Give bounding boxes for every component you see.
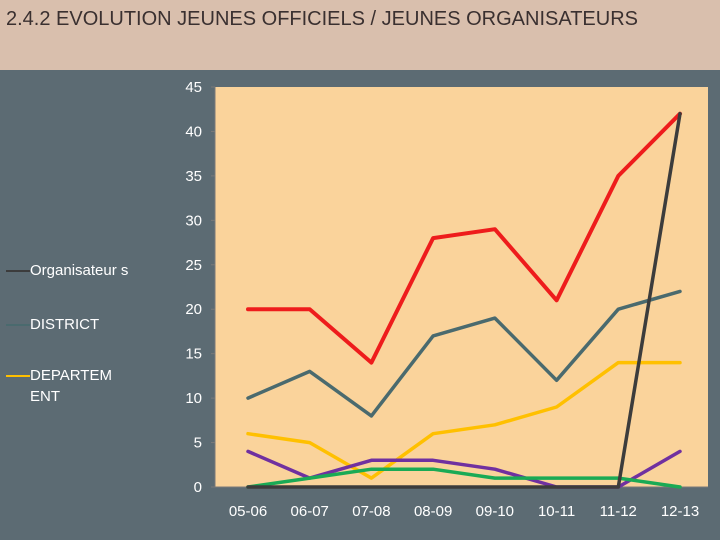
x-tick-label: 06-07 bbox=[291, 503, 329, 520]
y-tick-label: 5 bbox=[194, 435, 202, 452]
y-tick-label: 0 bbox=[194, 479, 202, 496]
slide-body: 0 5 10 15 20 25 30 35 40 45 05-06 06-07 07-08 08-09 09… bbox=[0, 70, 720, 540]
y-tick-label: 25 bbox=[185, 257, 202, 274]
series-line-4 bbox=[246, 467, 682, 489]
y-tick-label: 15 bbox=[185, 346, 202, 363]
x-tick-label: 09-10 bbox=[476, 503, 514, 520]
x-tick-label: 08-09 bbox=[414, 503, 452, 520]
x-tick-label: 05-06 bbox=[229, 503, 267, 520]
x-tick-label: 12-13 bbox=[661, 503, 699, 520]
y-tick-label: 35 bbox=[185, 168, 202, 185]
line-chart: 0 5 10 15 20 25 30 35 40 45 05-06 06-07 07-08 08-09 09… bbox=[185, 79, 708, 520]
legend-swatch-district bbox=[6, 324, 30, 326]
title-bar: 2.4.2 EVOLUTION JEUNES OFFICIELS / JEUNE… bbox=[0, 0, 720, 70]
series-line-1 bbox=[246, 289, 682, 418]
slide-title: 2.4.2 EVOLUTION JEUNES OFFICIELS / JEUNE… bbox=[6, 8, 638, 30]
y-tick-label: 10 bbox=[185, 390, 202, 407]
y-tick-label: 45 bbox=[185, 79, 202, 96]
x-tick-label: 10-11 bbox=[538, 503, 575, 520]
legend-label-organisateurs: Organisateur s bbox=[30, 262, 129, 279]
y-tick-label: 40 bbox=[185, 123, 202, 140]
legend-swatch-departement bbox=[6, 375, 30, 377]
legend-label-district: DISTRICT bbox=[30, 316, 100, 333]
legend-swatch-organisateurs bbox=[6, 270, 30, 272]
series-line-2 bbox=[246, 360, 682, 480]
x-tick-label: 07-08 bbox=[352, 503, 390, 520]
series-line-0 bbox=[246, 111, 682, 365]
x-tick-label: 11-12 bbox=[600, 503, 637, 520]
legend-label-departement: DEPARTEM ENT bbox=[30, 367, 112, 405]
plot-area bbox=[215, 87, 708, 487]
y-tick-label: 20 bbox=[185, 301, 202, 318]
y-tick-label: 30 bbox=[185, 212, 202, 229]
series-line-5 bbox=[246, 111, 682, 489]
